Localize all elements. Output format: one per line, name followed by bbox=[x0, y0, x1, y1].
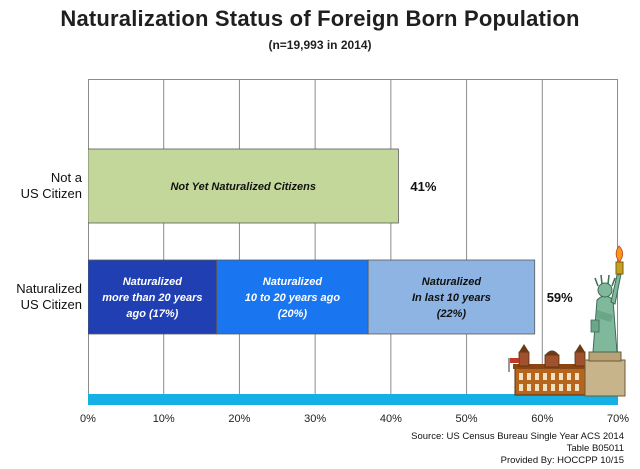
bar-segment-label: (20%) bbox=[278, 308, 308, 320]
source-line-3: Provided By: HOCCPP 10/15 bbox=[500, 455, 624, 466]
source-line-1: Source: US Census Bureau Single Year ACS… bbox=[411, 431, 624, 442]
x-axis-tick-label: 20% bbox=[228, 413, 251, 425]
bar-total-label: 59% bbox=[547, 290, 573, 305]
source-note: Source: US Census Bureau Single Year ACS… bbox=[411, 431, 624, 467]
bar-segment-label: Naturalized bbox=[123, 276, 183, 288]
x-axis-tick-label: 10% bbox=[152, 413, 175, 425]
x-axis-tick-label: 0% bbox=[80, 413, 96, 425]
bar-segment-label: Naturalized bbox=[263, 276, 323, 288]
bar-segment bbox=[367, 259, 536, 335]
chart-plot-area: Not Yet Naturalized Citizens 41% Naturaliz… bbox=[88, 79, 618, 405]
bar-segment-label: ago (17%) bbox=[126, 308, 178, 320]
chart-subtitle: (n=19,993 in 2014) bbox=[268, 38, 372, 52]
bar-segment-label: (22%) bbox=[437, 308, 467, 320]
y-axis-category-label: Not a US Citizen bbox=[20, 170, 82, 201]
source-line-2: Table B05011 bbox=[566, 443, 624, 454]
chart-title: Naturalization Status of Foreign Born Po… bbox=[60, 6, 580, 31]
bar-segment bbox=[216, 259, 369, 335]
x-axis-tick-label: 40% bbox=[379, 413, 402, 425]
bar-segment-label: 10 to 20 years ago bbox=[245, 292, 341, 304]
x-axis-tick-label: 70% bbox=[606, 413, 630, 425]
ellis-island-building bbox=[508, 344, 591, 396]
bar-segment-label: In last 10 years bbox=[412, 292, 491, 304]
bar-segment-label: Naturalized bbox=[422, 276, 482, 288]
bar-segment bbox=[88, 148, 399, 224]
water-strip bbox=[88, 394, 618, 405]
x-axis-tick-label: 30% bbox=[304, 413, 327, 425]
statue-of-liberty-illustration bbox=[508, 245, 626, 397]
statue-figure bbox=[584, 245, 626, 397]
bar-segment-label: Not Yet Naturalized Citizens bbox=[170, 181, 315, 193]
x-axis-tick-label: 60% bbox=[531, 413, 554, 425]
bar-total-label: 41% bbox=[410, 179, 436, 194]
bar-segment bbox=[88, 259, 218, 335]
y-axis-category-label: Naturalized US Citizen bbox=[16, 281, 82, 312]
bar-segment-label: more than 20 years bbox=[102, 292, 202, 304]
x-axis-tick-label: 50% bbox=[455, 413, 478, 425]
